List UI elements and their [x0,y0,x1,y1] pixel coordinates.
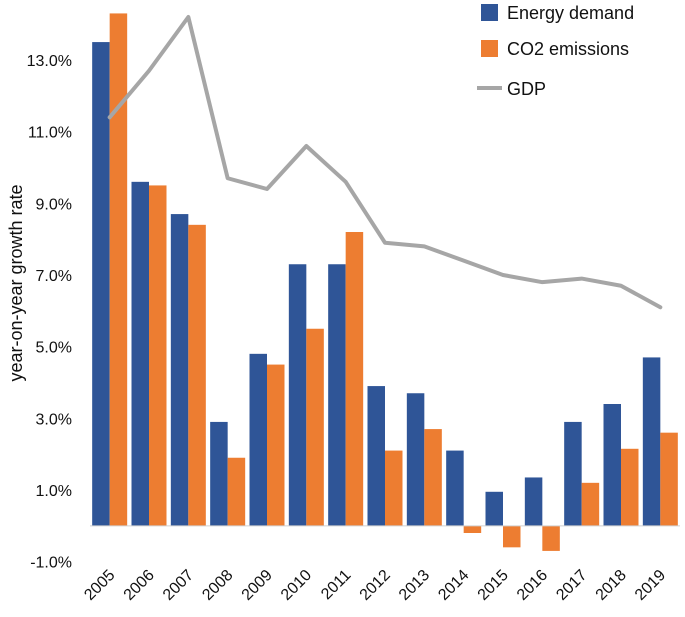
x-tick-label: 2018 [593,567,630,604]
bar-energy-demand-2008 [210,421,228,526]
bar-co2-emissions-2017 [581,482,600,526]
legend-swatch-co2-emissions [481,40,498,57]
x-tick-label: 2019 [632,567,669,604]
bar-energy-demand-2012 [367,386,385,526]
x-tick-label: 2009 [239,567,276,604]
y-tick-label: 7.0% [36,268,72,285]
x-tick-label: 2014 [435,567,472,604]
legend-swatch-energy-demand [481,4,498,21]
bar-energy-demand-2006 [131,181,149,526]
bar-co2-emissions-2010 [306,328,324,526]
bar-energy-demand-2010 [288,264,307,526]
line-gdp [107,15,663,310]
bar-co2-emissions-2007 [188,224,206,526]
x-tick-label: 2006 [121,567,158,604]
y-tick-label: 3.0% [36,411,72,428]
x-tick-label: 2012 [357,567,394,604]
bar-co2-emissions-2018 [621,448,639,526]
bar-energy-demand-2007 [170,214,189,526]
bar-co2-emissions-2009 [267,364,285,526]
y-axis-label: year-on-year growth rate [6,184,26,381]
x-tick-label: 2007 [160,567,197,604]
bar-energy-demand-2009 [249,353,267,526]
bar-co2-emissions-2013 [424,429,442,526]
bar-energy-demand-2015 [485,491,503,526]
bar-co2-emissions-2012 [385,450,403,526]
x-tick-label: 2016 [514,567,551,604]
bar-energy-demand-2014 [446,450,464,526]
bar-energy-demand-2011 [328,264,346,526]
bar-energy-demand-2016 [524,477,543,526]
x-tick-label: 2010 [278,567,315,604]
line-layer [107,15,663,310]
y-tick-label: 1.0% [36,483,72,500]
bar-co2-emissions-2015 [503,525,521,548]
legend-label-energy-demand: Energy demand [507,3,634,23]
bar-energy-demand-2019 [642,357,661,526]
y-tick-label: -1.0% [30,555,72,572]
legend-label-gdp: GDP [507,79,546,99]
x-tick-label: 2015 [475,567,512,604]
bar-co2-emissions-2005 [109,13,128,526]
bar-co2-emissions-2006 [149,185,167,526]
legend: Energy demand CO2 emissions GDP [477,3,634,99]
bar-co2-emissions-2014 [463,525,482,533]
x-tick-label: 2008 [199,567,236,604]
x-tick-label: 2017 [553,567,590,604]
x-tick-label: 2011 [318,567,354,603]
bar-energy-demand-2018 [603,404,621,526]
x-tick-label: 2013 [396,567,433,604]
legend-label-co2-emissions: CO2 emissions [507,39,629,59]
y-tick-label: 5.0% [36,340,72,357]
bar-energy-demand-2005 [92,42,110,526]
y-tick-label: 13.0% [27,53,72,70]
y-tick-label: 9.0% [36,196,72,213]
bar-co2-emissions-2019 [660,432,678,526]
bar-energy-demand-2013 [406,393,425,526]
x-tick-label: 2005 [81,567,118,604]
bar-co2-emissions-2008 [227,457,246,526]
bar-co2-emissions-2011 [345,232,364,526]
bar-co2-emissions-2016 [542,525,560,551]
y-tick-label: 11.0% [28,125,72,142]
bars-layer [92,13,678,551]
bar-energy-demand-2017 [564,421,582,526]
